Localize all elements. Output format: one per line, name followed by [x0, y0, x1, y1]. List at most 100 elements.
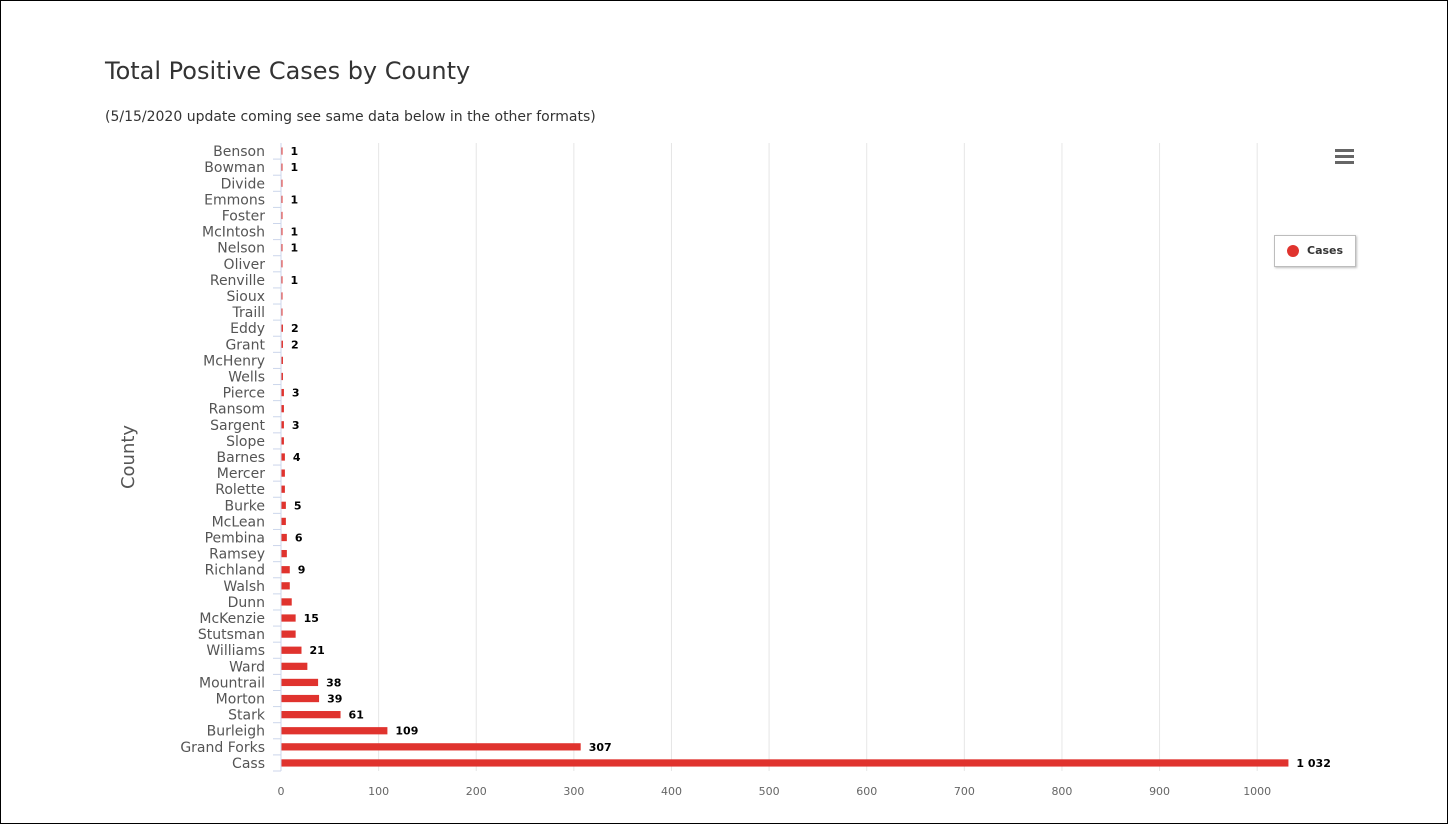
- category-label-morton: Morton: [216, 692, 265, 708]
- bar-divide: [281, 179, 283, 187]
- data-label-bowman: 1: [291, 161, 299, 174]
- category-label-grand-forks: Grand Forks: [180, 740, 265, 756]
- bar-foster: [281, 211, 283, 220]
- category-label-ransom: Ransom: [209, 402, 265, 418]
- category-label-oliver: Oliver: [224, 257, 266, 273]
- category-label-renville: Renville: [210, 273, 265, 289]
- bar-pembina: [281, 533, 287, 542]
- category-label-ramsey: Ramsey: [209, 547, 265, 563]
- category-label-mckenzie: McKenzie: [199, 611, 265, 627]
- data-label-morton: 39: [327, 693, 342, 706]
- x-tick-label-1000: 1000: [1243, 785, 1271, 798]
- category-label-stutsman: Stutsman: [198, 627, 265, 643]
- bar-cass: [281, 759, 1289, 767]
- data-label-burke: 5: [294, 499, 302, 512]
- bar-renville: [281, 276, 283, 284]
- category-label-emmons: Emmons: [204, 192, 265, 208]
- category-label-eddy: Eddy: [230, 321, 265, 337]
- category-label-wells: Wells: [228, 369, 265, 385]
- data-label-benson: 1: [291, 145, 299, 158]
- data-label-grand-forks: 307: [589, 741, 612, 754]
- legend-dot-icon: [1287, 245, 1299, 257]
- category-label-grant: Grant: [225, 337, 265, 353]
- bar-stutsman: [281, 630, 296, 638]
- x-tick-label-300: 300: [563, 785, 584, 798]
- data-label-mckenzie: 15: [304, 612, 319, 625]
- category-label-benson: Benson: [213, 144, 265, 160]
- bar-eddy: [281, 324, 283, 332]
- y-axis-title: County: [118, 425, 139, 489]
- data-label-mcintosh: 1: [291, 226, 299, 239]
- bar-morton: [281, 694, 320, 703]
- bar-ramsey: [281, 549, 287, 558]
- category-label-divide: Divide: [221, 176, 265, 192]
- category-label-ward: Ward: [229, 659, 265, 675]
- bar-grant: [281, 340, 283, 348]
- data-label-stark: 61: [349, 709, 364, 722]
- x-tick-label-100: 100: [368, 785, 389, 798]
- bar-traill: [281, 308, 283, 316]
- data-label-richland: 9: [298, 564, 306, 577]
- bar-slope: [281, 437, 284, 445]
- bar-burke: [281, 501, 286, 509]
- category-label-slope: Slope: [226, 434, 265, 450]
- data-label-pierce: 3: [292, 387, 300, 400]
- x-tick-label-800: 800: [1051, 785, 1072, 798]
- category-label-mcintosh: McIntosh: [202, 225, 265, 241]
- bar-mchenry: [281, 356, 283, 365]
- category-label-burke: Burke: [225, 498, 265, 514]
- category-label-richland: Richland: [205, 563, 265, 579]
- hamburger-menu-icon[interactable]: [1331, 145, 1359, 169]
- data-label-burleigh: 109: [395, 725, 418, 738]
- data-label-williams: 21: [310, 644, 325, 657]
- chart-subtitle: (5/15/2020 update coming see same data b…: [105, 109, 596, 125]
- x-tick-label-400: 400: [661, 785, 682, 798]
- category-label-sargent: Sargent: [210, 418, 265, 434]
- x-tick-label-200: 200: [466, 785, 487, 798]
- bar-pierce: [281, 388, 284, 397]
- bar-rolette: [281, 485, 285, 493]
- category-axis: BensonBowmanDivideEmmonsFosterMcIntoshNe…: [180, 143, 282, 772]
- category-label-dunn: Dunn: [228, 595, 265, 611]
- bar-barnes: [281, 453, 285, 461]
- x-tick-label-0: 0: [278, 785, 285, 798]
- category-label-nelson: Nelson: [217, 241, 265, 257]
- category-label-williams: Williams: [206, 643, 265, 659]
- data-label-emmons: 1: [291, 193, 299, 206]
- value-axis: 0 100 200 300 400 500 600 700 800 900 1000: [278, 785, 1272, 798]
- grid-lines: [378, 143, 1258, 771]
- chart-title: Total Positive Cases by County: [105, 57, 471, 85]
- category-label-mchenry: McHenry: [203, 353, 265, 369]
- data-label-renville: 1: [291, 274, 299, 287]
- legend-item-cases[interactable]: Cases: [1274, 235, 1356, 267]
- category-label-traill: Traill: [232, 305, 266, 321]
- category-label-mclean: McLean: [212, 514, 265, 530]
- bar-williams: [281, 646, 302, 654]
- bar-nelson: [281, 244, 283, 252]
- bar-ransom: [281, 405, 284, 413]
- bar-wells: [281, 372, 283, 381]
- category-label-bowman: Bowman: [204, 160, 265, 176]
- bar-burleigh: [281, 727, 388, 735]
- bar-walsh: [281, 582, 290, 590]
- data-label-eddy: 2: [291, 322, 299, 335]
- bar-mckenzie: [281, 614, 296, 622]
- category-label-pierce: Pierce: [223, 386, 265, 402]
- category-label-barnes: Barnes: [217, 450, 265, 466]
- bar-stark: [281, 711, 341, 719]
- category-label-mountrail: Mountrail: [199, 675, 265, 691]
- category-label-rolette: Rolette: [215, 482, 265, 498]
- bar-emmons: [281, 195, 283, 203]
- data-label-mountrail: 38: [326, 676, 341, 689]
- bar-sargent: [281, 421, 284, 429]
- data-labels: 1 1 1 1 1 1 2 2 3 3 4 5 6 9 15 21 38 39 61 109 307 1 032: [291, 145, 1331, 770]
- bar-grand-forks: [281, 743, 581, 751]
- x-tick-label-600: 600: [856, 785, 877, 798]
- x-tick-label-500: 500: [759, 785, 780, 798]
- bar-mountrail: [281, 678, 319, 687]
- bar-ward: [281, 662, 308, 670]
- category-label-stark: Stark: [228, 708, 266, 724]
- data-label-cass: 1 032: [1296, 757, 1330, 770]
